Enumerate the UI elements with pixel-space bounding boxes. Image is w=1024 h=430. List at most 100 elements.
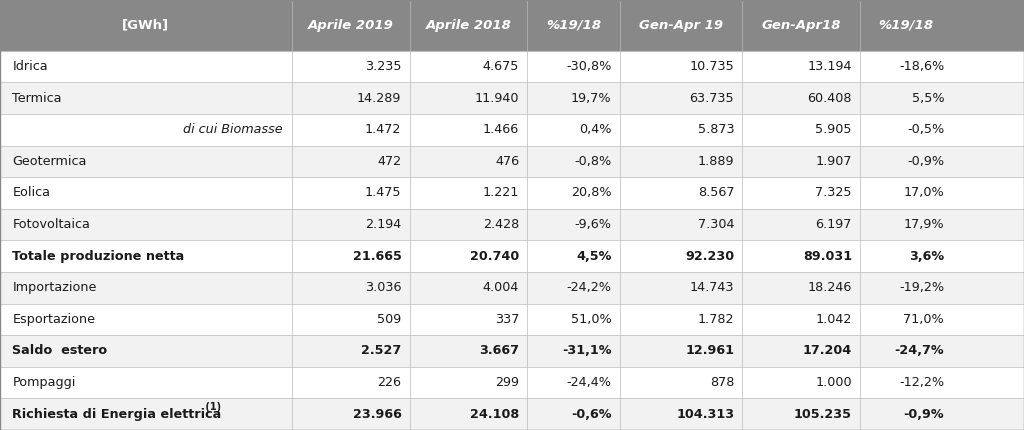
Text: 509: 509	[377, 313, 401, 326]
Text: 1.042: 1.042	[815, 313, 852, 326]
Text: 3,6%: 3,6%	[909, 250, 944, 263]
Text: 1.000: 1.000	[815, 376, 852, 389]
Text: 12.961: 12.961	[685, 344, 734, 357]
Bar	[0, 398, 1024, 430]
Text: 105.235: 105.235	[794, 408, 852, 421]
Text: 21.665: 21.665	[352, 250, 401, 263]
Text: 878: 878	[710, 376, 734, 389]
Text: 226: 226	[378, 376, 401, 389]
Bar	[0, 0, 1024, 51]
Text: 4.004: 4.004	[482, 281, 519, 294]
Text: -24,7%: -24,7%	[895, 344, 944, 357]
Text: -18,6%: -18,6%	[899, 60, 944, 73]
Text: -24,2%: -24,2%	[566, 281, 611, 294]
Text: 5.905: 5.905	[815, 123, 852, 136]
Text: Eolica: Eolica	[12, 187, 50, 200]
Text: (1): (1)	[202, 402, 221, 412]
Bar	[0, 304, 1024, 335]
Bar	[0, 209, 1024, 240]
Text: 3.235: 3.235	[365, 60, 401, 73]
Text: 11.940: 11.940	[475, 92, 519, 104]
Text: 7.325: 7.325	[815, 187, 852, 200]
Text: 6.197: 6.197	[815, 218, 852, 231]
Text: 8.567: 8.567	[697, 187, 734, 200]
Text: 472: 472	[377, 155, 401, 168]
Text: Richiesta di Energia elettrica: Richiesta di Energia elettrica	[12, 408, 221, 421]
Text: 476: 476	[495, 155, 519, 168]
Text: 23.966: 23.966	[352, 408, 401, 421]
Text: 19,7%: 19,7%	[570, 92, 611, 104]
Text: -19,2%: -19,2%	[899, 281, 944, 294]
Text: di cui Biomasse: di cui Biomasse	[183, 123, 283, 136]
Text: 2.428: 2.428	[483, 218, 519, 231]
Text: -0,9%: -0,9%	[907, 155, 944, 168]
Text: -0,6%: -0,6%	[570, 408, 611, 421]
Text: Aprile 2019: Aprile 2019	[308, 19, 393, 32]
Bar	[0, 177, 1024, 209]
Text: 14.289: 14.289	[357, 92, 401, 104]
Text: -0,8%: -0,8%	[574, 155, 611, 168]
Text: 3.667: 3.667	[479, 344, 519, 357]
Text: 71,0%: 71,0%	[903, 313, 944, 326]
Text: 337: 337	[495, 313, 519, 326]
Text: Esportazione: Esportazione	[12, 313, 95, 326]
Text: 13.194: 13.194	[808, 60, 852, 73]
Text: 92.230: 92.230	[685, 250, 734, 263]
Text: Saldo  estero: Saldo estero	[12, 344, 108, 357]
Text: 18.246: 18.246	[808, 281, 852, 294]
Bar	[0, 240, 1024, 272]
Bar	[0, 114, 1024, 145]
Text: 0,4%: 0,4%	[579, 123, 611, 136]
Bar	[0, 367, 1024, 398]
Text: 10.735: 10.735	[689, 60, 734, 73]
Text: 20.740: 20.740	[470, 250, 519, 263]
Text: 89.031: 89.031	[803, 250, 852, 263]
Text: 1.907: 1.907	[815, 155, 852, 168]
Text: Termica: Termica	[12, 92, 61, 104]
Text: Importazione: Importazione	[12, 281, 96, 294]
Text: 51,0%: 51,0%	[570, 313, 611, 326]
Text: 2.194: 2.194	[366, 218, 401, 231]
Text: 299: 299	[496, 376, 519, 389]
Text: 17.204: 17.204	[803, 344, 852, 357]
Text: -30,8%: -30,8%	[566, 60, 611, 73]
Text: Fotovoltaica: Fotovoltaica	[12, 218, 90, 231]
Text: 7.304: 7.304	[697, 218, 734, 231]
Text: [GWh]: [GWh]	[122, 19, 170, 32]
Text: 5,5%: 5,5%	[911, 92, 944, 104]
Text: 1.889: 1.889	[697, 155, 734, 168]
Text: 5.873: 5.873	[697, 123, 734, 136]
Text: -0,5%: -0,5%	[907, 123, 944, 136]
Text: 104.313: 104.313	[676, 408, 734, 421]
Bar	[0, 145, 1024, 177]
Text: 1.221: 1.221	[482, 187, 519, 200]
Text: 24.108: 24.108	[470, 408, 519, 421]
Text: 60.408: 60.408	[808, 92, 852, 104]
Text: 17,9%: 17,9%	[903, 218, 944, 231]
Text: Aprile 2018: Aprile 2018	[426, 19, 511, 32]
Bar	[0, 82, 1024, 114]
Bar	[0, 335, 1024, 367]
Text: 1.475: 1.475	[365, 187, 401, 200]
Text: -9,6%: -9,6%	[574, 218, 611, 231]
Text: -24,4%: -24,4%	[566, 376, 611, 389]
Text: Geotermica: Geotermica	[12, 155, 87, 168]
Text: Gen-Apr 19: Gen-Apr 19	[639, 19, 723, 32]
Text: 2.527: 2.527	[361, 344, 401, 357]
Text: Totale produzione netta: Totale produzione netta	[12, 250, 184, 263]
Text: 4,5%: 4,5%	[575, 250, 611, 263]
Text: 14.743: 14.743	[690, 281, 734, 294]
Text: 1.472: 1.472	[365, 123, 401, 136]
Text: -0,9%: -0,9%	[903, 408, 944, 421]
Text: 3.036: 3.036	[365, 281, 401, 294]
Text: -31,1%: -31,1%	[562, 344, 611, 357]
Text: %19/18: %19/18	[546, 19, 601, 32]
Bar	[0, 272, 1024, 304]
Text: %19/18: %19/18	[879, 19, 934, 32]
Text: 4.675: 4.675	[482, 60, 519, 73]
Text: 17,0%: 17,0%	[903, 187, 944, 200]
Text: 20,8%: 20,8%	[570, 187, 611, 200]
Text: Idrica: Idrica	[12, 60, 48, 73]
Text: Pompaggi: Pompaggi	[12, 376, 76, 389]
Text: 1.782: 1.782	[697, 313, 734, 326]
